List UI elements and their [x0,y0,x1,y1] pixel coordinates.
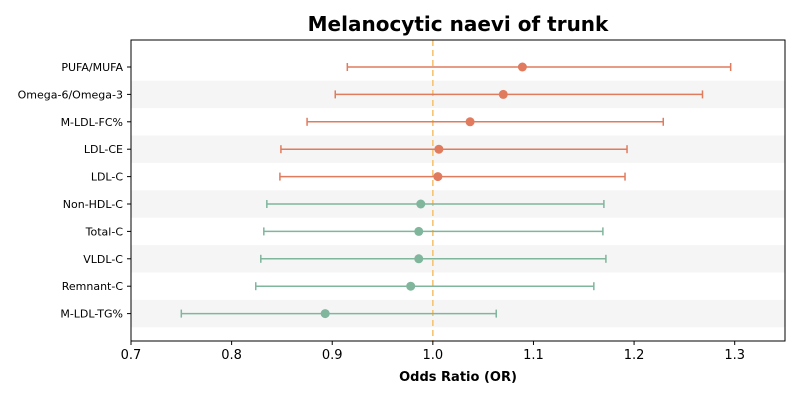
x-axis-label: Odds Ratio (OR) [399,370,517,385]
x-tick-label: 1.1 [523,348,544,363]
y-tick-label: Omega-6/Omega-3 [18,88,123,101]
y-tick-label: Non-HDL-C [63,198,124,211]
y-tick-label: M-LDL-FC% [61,116,123,129]
row-ldl-c [279,172,626,182]
odds-ratio-point [416,199,426,209]
odds-ratio-point [498,89,508,99]
x-tick-label: 0.8 [221,348,242,363]
row-remnant-c [255,281,595,291]
row-ldl-ce [280,144,628,154]
odds-ratio-point [465,117,475,127]
row-vldl-c [260,254,607,264]
y-tick-label: Remnant-C [62,280,124,293]
y-tick-label: LDL-CE [84,143,123,156]
odds-ratio-point [517,62,527,72]
y-tick-label: PUFA/MUFA [61,61,123,74]
plot-frame [130,39,786,342]
row-m-ldl-fc- [306,117,665,127]
odds-ratio-point [414,226,424,236]
row-total-c [263,226,604,236]
y-tick-label: M-LDL-TG% [60,308,123,321]
row-pufa-mufa [346,62,732,72]
x-tick-label: 0.7 [121,348,142,363]
row-omega-6-omega-3 [334,89,704,99]
x-tick-label: 0.9 [322,348,343,363]
odds-ratio-point [414,254,424,264]
x-tick-label: 1.2 [624,348,645,363]
x-tick-label: 1.3 [724,348,745,363]
x-ticks: 0.7 0.8 0.9 1.0 1.1 1.2 1.3 [121,341,745,363]
y-tick-label: VLDL-C [83,253,123,266]
row-m-ldl-tg- [180,309,497,319]
axes [130,39,786,342]
odds-ratio-point [406,281,416,291]
x-tick-label: 1.0 [423,348,444,363]
odds-ratio-point [433,172,443,182]
chart-title: Melanocytic naevi of trunk [308,12,609,36]
data-rows [180,62,732,319]
y-tick-label: LDL-C [91,171,124,184]
row-non-hdl-c [266,199,605,209]
y-tick-labels: PUFA/MUFA Omega-6/Omega-3 M-LDL-FC% LDL-CE L… [18,61,131,321]
y-tick-label: Total-C [85,225,124,238]
odds-ratio-point [434,144,444,154]
odds-ratio-point [320,309,330,319]
